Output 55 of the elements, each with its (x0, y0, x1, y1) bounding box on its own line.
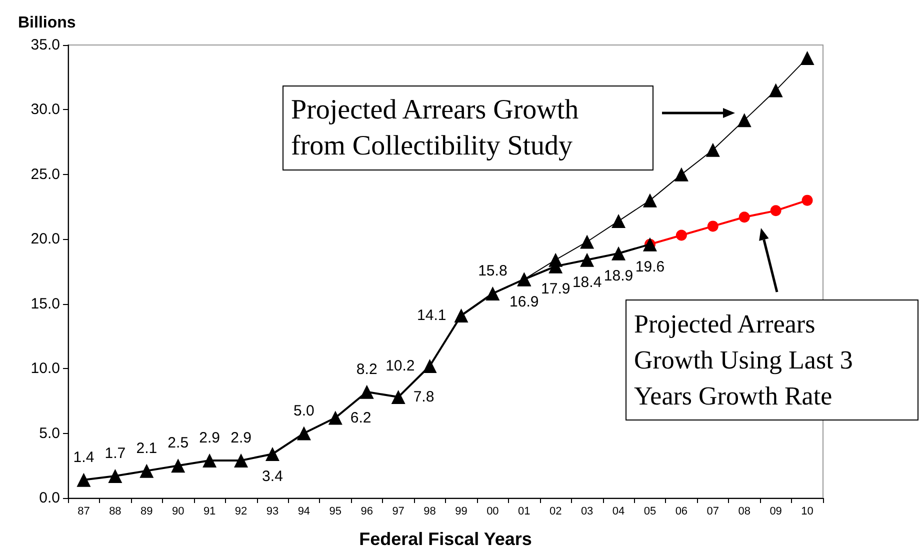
x-tick-label: 95 (329, 506, 342, 518)
data-label: 10.2 (386, 357, 415, 374)
y-tick-label: 20.0 (30, 230, 60, 248)
x-tick-label: 05 (644, 506, 656, 518)
data-label: 5.0 (294, 402, 314, 420)
y-tick-label: 10.0 (30, 360, 60, 378)
data-label: 6.2 (350, 409, 372, 426)
y-tick-label: 0.0 (39, 490, 60, 506)
y-tick-label: 15.0 (30, 295, 60, 312)
x-tick-label: 99 (455, 506, 468, 518)
annotation: Projected Arrears Growth Using Last 3 Years Growth Rate (634, 310, 853, 410)
data-label: 7.8 (413, 388, 434, 406)
x-tick-label: 90 (172, 506, 184, 518)
annotation: Projected Arrears Growth from Collectibility Study (291, 94, 579, 162)
y-tick-label: 35.0 (30, 36, 60, 54)
y-tick-label: 25.0 (30, 166, 60, 183)
x-tick-label: 07 (706, 506, 720, 518)
y-axis-title: Billions (18, 14, 76, 32)
data-label: 3.4 (262, 468, 283, 485)
data-label: 8.2 (356, 360, 378, 378)
x-tick-label: 97 (392, 506, 404, 518)
data-label: 17.9 (541, 280, 570, 298)
x-tick-label: 08 (738, 506, 750, 518)
data-label: 14.1 (417, 307, 446, 324)
data-label: 19.6 (635, 258, 665, 276)
data-label: 2.1 (136, 440, 158, 457)
x-tick-label: 01 (518, 506, 530, 518)
x-tick-label: 89 (140, 506, 153, 518)
y-tick-label: 30.0 (30, 101, 60, 118)
data-label: 2.5 (168, 434, 189, 452)
x-tick-label: 03 (580, 506, 594, 518)
data-label: 18.9 (604, 267, 634, 284)
x-tick-label: 06 (675, 506, 688, 518)
x-tick-label: 98 (424, 506, 436, 518)
x-tick-label: 09 (770, 506, 782, 518)
data-label: 15.8 (478, 262, 508, 280)
x-tick-label: 92 (234, 506, 248, 518)
data-label: 1.7 (104, 444, 126, 462)
data-label: 18.4 (572, 274, 602, 291)
x-tick-label: 96 (360, 506, 373, 518)
x-tick-label: 94 (298, 506, 310, 518)
x-tick-label: 04 (612, 506, 625, 518)
data-label: 1.4 (73, 448, 94, 466)
data-label: 16.9 (510, 293, 539, 310)
x-tick-label: 88 (109, 506, 122, 518)
y-tick-label: 5.0 (39, 424, 60, 442)
data-label: 2.9 (199, 429, 220, 446)
data-label: 2.9 (230, 429, 252, 446)
x-tick-label: 93 (266, 506, 279, 518)
x-axis-title: Federal Fiscal Years (359, 529, 532, 549)
x-tick-label: 02 (549, 506, 562, 518)
x-tick-label: 10 (801, 506, 814, 518)
x-tick-label: 91 (203, 506, 216, 518)
x-tick-label: 00 (486, 506, 499, 518)
x-tick-label: 87 (78, 506, 90, 518)
